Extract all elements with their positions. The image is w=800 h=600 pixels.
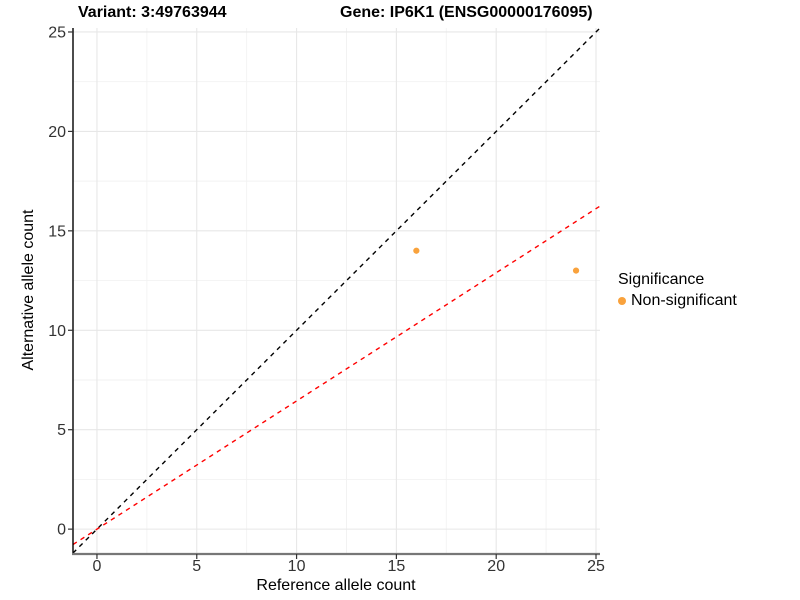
x-tick-label: 0 <box>93 558 102 575</box>
y-tick-label: 15 <box>48 223 66 240</box>
identity-line <box>73 28 600 553</box>
legend: Significance Non-significant <box>618 271 737 310</box>
legend-item: Non-significant <box>618 292 737 310</box>
fit-line <box>73 205 600 546</box>
x-tick-label: 20 <box>487 558 505 575</box>
variant-title: Variant: 3:49763944 <box>78 4 227 21</box>
y-tick-label: 25 <box>48 24 66 41</box>
legend-title: Significance <box>618 271 705 288</box>
x-tick-label: 10 <box>288 558 306 575</box>
y-tick-label: 10 <box>48 323 66 340</box>
gene-title: Gene: IP6K1 (ENSG00000176095) <box>340 4 593 21</box>
y-axis-label: Alternative allele count <box>20 209 37 371</box>
y-tick-label: 0 <box>57 522 66 539</box>
x-tick-label: 25 <box>587 558 605 575</box>
data-point <box>413 247 420 254</box>
x-axis-label: Reference allele count <box>256 577 416 594</box>
data-point <box>572 267 580 274</box>
x-tick-label: 15 <box>387 558 405 575</box>
legend-item-label: Non-significant <box>631 292 737 309</box>
point-icon <box>618 297 626 305</box>
y-tick-label: 20 <box>48 124 66 141</box>
y-tick-label: 5 <box>57 422 66 439</box>
x-tick-label: 5 <box>192 558 201 575</box>
